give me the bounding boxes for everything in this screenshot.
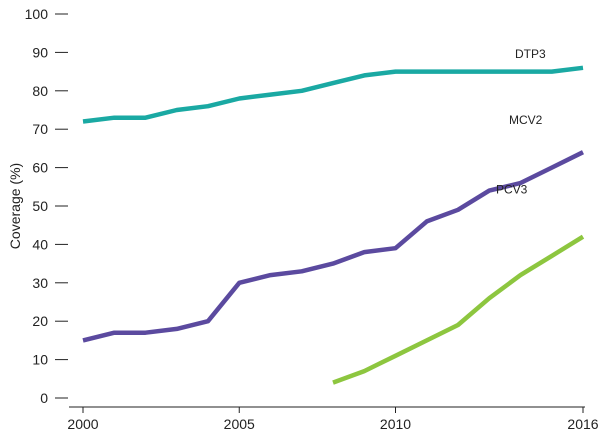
y-tick-label-60: 60 bbox=[32, 160, 48, 176]
series-label-pcv3: PCV3 bbox=[496, 183, 528, 197]
y-tick-label-40: 40 bbox=[32, 236, 48, 252]
x-axis: 2000 2005 2010 2016 bbox=[67, 406, 599, 432]
y-tick-label-10: 10 bbox=[32, 352, 48, 368]
series-layer: DTP3 MCV2 PCV3 bbox=[82, 47, 585, 385]
x-tick-label-2010: 2010 bbox=[380, 416, 411, 432]
y-tick-label-70: 70 bbox=[32, 121, 48, 137]
y-axis-title: Coverage (%) bbox=[7, 163, 23, 249]
series-line-mcv2 bbox=[82, 150, 584, 343]
series-line-dtp3 bbox=[82, 65, 584, 124]
y-axis: 0 10 20 30 40 50 60 70 80 90 100 bbox=[25, 6, 68, 406]
y-tick-label-100: 100 bbox=[25, 6, 49, 22]
series-label-mcv2: MCV2 bbox=[509, 113, 543, 127]
x-tick-label-2005: 2005 bbox=[224, 416, 255, 432]
y-tick-label-0: 0 bbox=[40, 390, 48, 406]
y-tick-label-30: 30 bbox=[32, 275, 48, 291]
x-tick-label-2000: 2000 bbox=[67, 416, 98, 432]
series-line-pcv3 bbox=[332, 234, 585, 385]
x-tick-label-2016: 2016 bbox=[567, 416, 598, 432]
y-tick-label-50: 50 bbox=[32, 198, 48, 214]
y-tick-label-90: 90 bbox=[32, 44, 48, 60]
y-tick-label-20: 20 bbox=[32, 313, 48, 329]
series-label-dtp3: DTP3 bbox=[515, 47, 546, 61]
y-tick-label-80: 80 bbox=[32, 83, 48, 99]
